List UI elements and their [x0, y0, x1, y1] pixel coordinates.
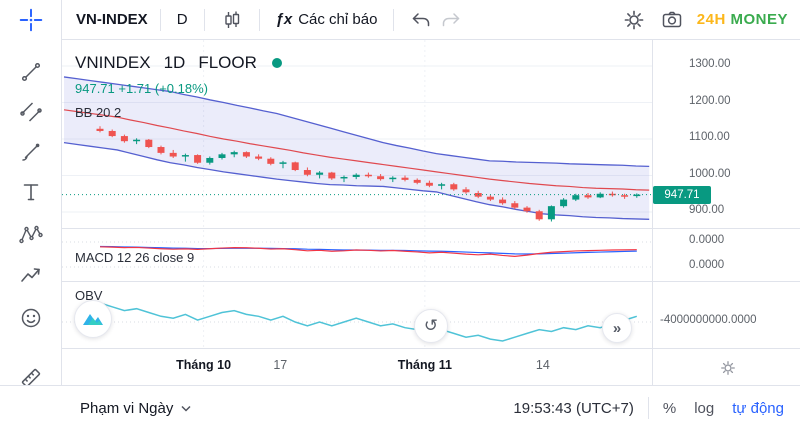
brand-part-yellow: 24H — [696, 11, 726, 28]
log-scale-button[interactable]: log — [694, 399, 715, 417]
legend-price-change: 947.71 +1.71 (+0.18%) — [75, 81, 208, 96]
reset-chart-icon[interactable]: ↺ — [414, 309, 448, 343]
interval-button[interactable]: D — [173, 9, 192, 30]
legend-symbol: VNINDEX — [75, 53, 151, 72]
trendline-icon[interactable] — [17, 58, 45, 86]
brush-icon[interactable] — [17, 138, 45, 166]
toolbar-separator — [203, 8, 205, 31]
gear-icon[interactable] — [720, 360, 736, 381]
main-legend[interactable]: VNINDEX 1D FLOOR — [75, 53, 282, 73]
time-tick-label: 14 — [535, 358, 550, 372]
forecast-icon[interactable] — [17, 262, 45, 290]
measure-icon[interactable] — [17, 364, 45, 392]
bb-indicator-label[interactable]: BB 20 2 — [75, 105, 122, 120]
bottom-toolbar: Phạm vi Ngày 19:53:43 (UTC+7) % log tự đ… — [0, 385, 800, 430]
axis-tick-label: -4000000000.0000 — [660, 314, 757, 326]
axis-tick-label: 0.0000 — [689, 259, 725, 271]
clock[interactable]: 19:53:43 (UTC+7) — [513, 399, 634, 417]
top-toolbar: VN-INDEX D ƒx Các chỉ báo — [62, 0, 800, 40]
symbol-button[interactable]: VN-INDEX — [76, 11, 148, 28]
double-chevron-icon[interactable]: » — [602, 313, 632, 343]
macd-indicator-label[interactable]: MACD 12 26 close 9 — [75, 250, 195, 265]
text-tool-icon[interactable] — [17, 178, 45, 206]
camera-icon[interactable] — [657, 5, 687, 35]
legend-exchange: FLOOR — [198, 53, 257, 72]
last-price-badge: 947.71 — [653, 185, 711, 204]
time-tick-label: Tháng 11 — [397, 358, 452, 372]
toolbar-separator — [393, 8, 395, 31]
axis-tick-label: 0.0000 — [689, 234, 725, 246]
pane-separator[interactable] — [62, 228, 800, 229]
axis-tick-label: 1100.00 — [689, 131, 730, 143]
toolbar-separator — [258, 8, 260, 31]
chart-canvas[interactable] — [62, 40, 652, 348]
fx-icon: ƒx — [275, 11, 293, 28]
legend-interval: 1D — [163, 53, 186, 72]
redo-icon[interactable] — [436, 5, 466, 35]
obv-indicator-label[interactable]: OBV — [75, 288, 103, 303]
candles-icon[interactable] — [217, 5, 247, 35]
axis-tick-label: 1200.00 — [689, 94, 731, 107]
pane-separator[interactable] — [62, 281, 800, 282]
price-axis-border — [652, 40, 653, 385]
price-axis[interactable]: 947.71 1300.00 1200.00 1100.00 1000.00 900.0… — [653, 40, 800, 348]
channel-icon[interactable] — [17, 98, 45, 126]
crosshair-icon[interactable] — [17, 6, 45, 34]
footer-separator — [647, 397, 649, 419]
undo-icon[interactable] — [406, 5, 436, 35]
broker-logo-icon[interactable] — [74, 300, 112, 338]
time-axis[interactable]: Tháng 10 17 Tháng 11 14 — [62, 349, 652, 385]
axis-tick-label: 1300.00 — [689, 58, 731, 70]
indicators-label: Các chỉ báo — [298, 11, 378, 28]
percent-scale-button[interactable]: % — [662, 399, 677, 417]
date-range-label: Phạm vi Ngày — [80, 399, 174, 417]
time-axis-separator — [62, 348, 800, 349]
gear-icon[interactable] — [619, 5, 649, 35]
emoji-icon[interactable] — [17, 304, 45, 332]
date-range-selector[interactable]: Phạm vi Ngày — [80, 400, 191, 417]
chevron-down-icon — [181, 405, 191, 412]
axis-tick-label: 1000.00 — [689, 167, 731, 180]
toolbar-separator — [159, 8, 161, 31]
indicators-button[interactable]: ƒx Các chỉ báo — [272, 9, 382, 30]
axis-tick-label: 900.00 — [689, 204, 725, 216]
xabcd-pattern-icon[interactable] — [17, 221, 45, 249]
brand-logo: 24H MONEY — [697, 11, 788, 28]
time-tick-label: Tháng 10 — [176, 358, 232, 372]
drawing-toolbar — [0, 0, 62, 388]
auto-scale-button[interactable]: tự động — [732, 399, 784, 417]
market-status-dot — [271, 58, 282, 68]
brand-part-green: MONEY — [730, 11, 788, 28]
time-tick-label: 17 — [273, 358, 288, 372]
